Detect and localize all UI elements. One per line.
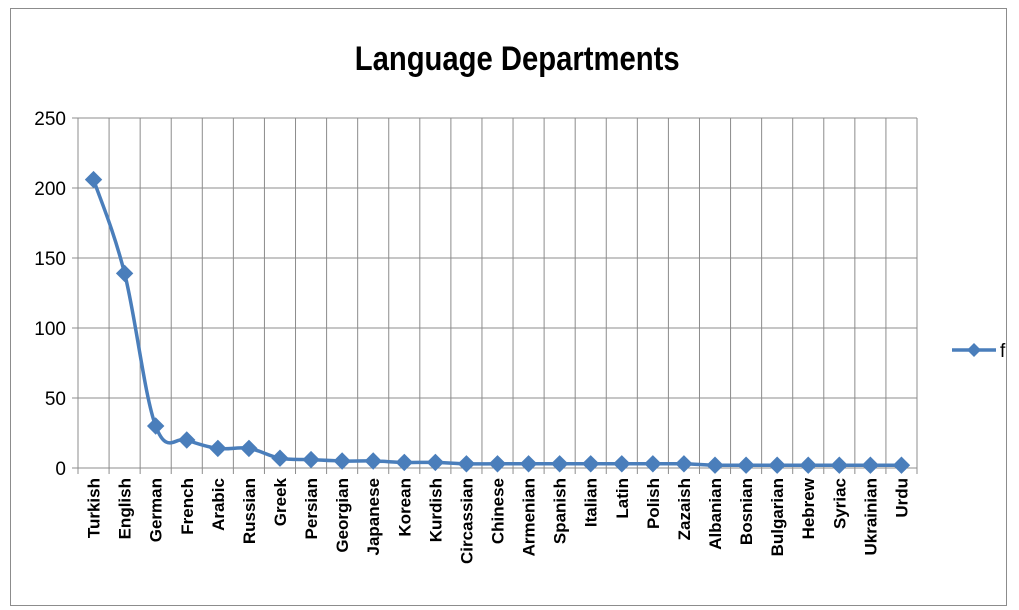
x-tick-label: Persian xyxy=(302,478,321,539)
y-tick-label: 0 xyxy=(55,459,66,480)
data-point-marker xyxy=(768,456,786,474)
x-tick-label: Bosnian xyxy=(737,478,756,545)
data-point-marker xyxy=(488,455,507,473)
data-point-marker xyxy=(146,417,165,435)
data-point-marker xyxy=(830,456,849,474)
x-tick-label: Turkish xyxy=(85,478,104,538)
y-tick-label: 200 xyxy=(34,179,66,200)
x-tick-label: Albanian xyxy=(706,478,725,550)
x-tick-label: Ukrainian xyxy=(861,478,880,555)
data-point-marker xyxy=(550,455,569,473)
x-tick-label: Circassian xyxy=(457,478,476,564)
legend: f xyxy=(952,341,1006,362)
x-tick-label: Polish xyxy=(644,478,663,529)
data-point-marker xyxy=(364,452,382,470)
data-point-marker xyxy=(892,456,911,474)
x-axis-ticks: Turkish English German French Arabic Russian G… xyxy=(85,477,912,564)
chart-frame xyxy=(10,8,1007,606)
data-point-marker xyxy=(271,449,289,467)
y-tick-label: 100 xyxy=(34,319,66,340)
y-tick-label: 50 xyxy=(45,389,66,410)
data-point-marker xyxy=(613,455,631,473)
data-point-marker xyxy=(395,453,413,472)
series-line xyxy=(91,177,904,468)
data-point-marker xyxy=(519,455,538,473)
data-point-marker xyxy=(737,456,755,474)
data-point-marker xyxy=(115,264,134,283)
x-tick-label: Kurdish xyxy=(426,478,445,542)
data-point-marker xyxy=(706,456,724,474)
y-axis-ticks: 0 50 100 150 200 250 xyxy=(34,109,66,480)
y-tick-label: 150 xyxy=(34,249,66,270)
series-layer xyxy=(84,170,911,474)
x-tick-label: Georgian xyxy=(333,478,352,553)
legend-marker xyxy=(967,343,981,357)
x-tick-label: Urdu xyxy=(892,478,911,518)
x-tick-label: Arabic xyxy=(209,478,228,531)
data-point-marker xyxy=(209,439,227,458)
x-tick-label: Italian xyxy=(582,478,601,527)
data-point-marker xyxy=(178,431,196,449)
data-point-marker xyxy=(861,456,880,474)
data-point-marker xyxy=(675,455,693,473)
x-tick-label: Bulgarian xyxy=(768,478,787,556)
x-tick-label: Hebrew xyxy=(799,477,818,539)
legend-label: f xyxy=(1000,341,1006,362)
data-point-marker xyxy=(302,450,320,469)
data-point-marker xyxy=(333,452,351,470)
x-tick-label: Chinese xyxy=(489,478,508,544)
x-tick-label: Korean xyxy=(395,478,414,537)
chart-title: Language Departments xyxy=(354,40,680,78)
data-point-marker xyxy=(799,456,817,474)
x-tick-label: Japanese xyxy=(364,478,383,556)
x-tick-label: Spanish xyxy=(551,478,570,544)
x-tick-label: Greek xyxy=(271,477,290,526)
x-tick-label: Latin xyxy=(613,478,632,519)
data-point-marker xyxy=(84,170,103,189)
data-point-marker xyxy=(582,455,600,473)
x-tick-label: Armenian xyxy=(520,478,539,556)
data-point-marker xyxy=(457,455,476,473)
data-point-marker xyxy=(426,453,445,472)
data-point-marker xyxy=(644,455,662,473)
data-point-marker xyxy=(240,439,258,458)
x-tick-label: German xyxy=(147,478,166,542)
x-tick-label: Syriac xyxy=(830,478,849,529)
x-tick-label: Russian xyxy=(240,478,259,544)
grid-layer xyxy=(72,117,918,474)
y-tick-label: 250 xyxy=(34,109,66,130)
x-tick-label: Zazaish xyxy=(675,478,694,540)
x-tick-label: English xyxy=(116,478,135,539)
x-tick-label: French xyxy=(178,478,197,535)
